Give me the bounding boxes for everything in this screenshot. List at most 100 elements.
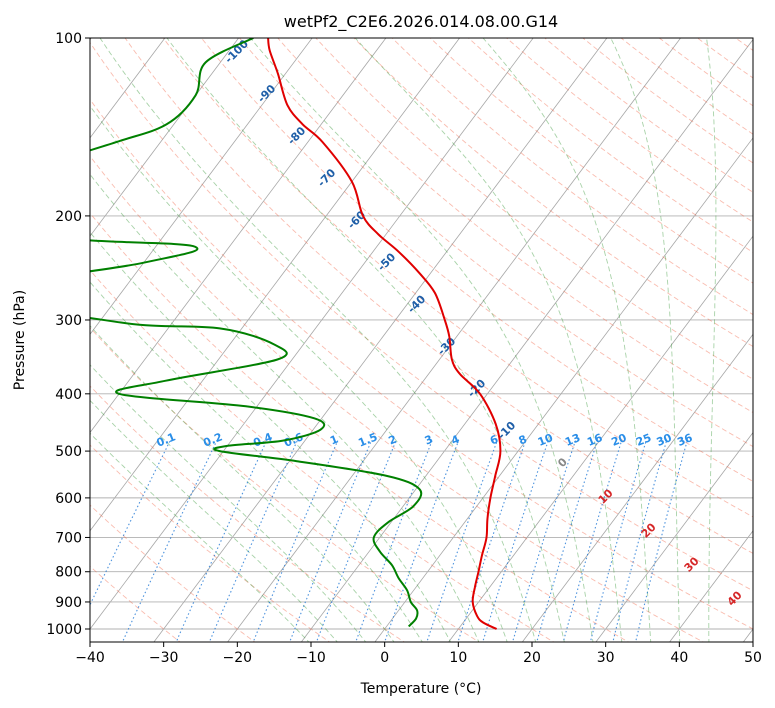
dry-adiabat — [734, 38, 753, 51]
dry-adiabat — [90, 385, 406, 642]
dry-adiabat — [90, 41, 753, 592]
isotherm-line — [448, 235, 753, 642]
moist-adiabat — [90, 281, 423, 642]
dry-adiabat — [658, 38, 753, 107]
isotherm-line — [153, 38, 608, 642]
mixing-ratio-label: 20 — [609, 431, 628, 449]
isotherm-line — [90, 38, 387, 434]
pressure-grid — [90, 38, 753, 630]
moist-adiabat-label: -40 — [405, 292, 428, 315]
dry-adiabat — [755, 25, 775, 644]
moist-adiabat-label: -50 — [375, 250, 398, 273]
isotherm-line — [742, 628, 753, 642]
mixing-ratio-label: 10 — [536, 431, 555, 449]
dewpoint-line — [90, 38, 423, 628]
moist-adiabat-label: -30 — [435, 334, 458, 357]
y-tick-label: 800 — [55, 565, 82, 581]
mixing-ratio-label: 16 — [585, 431, 604, 449]
mixing-ratio-label: 3 — [423, 433, 435, 448]
x-tick-label: 30 — [597, 650, 615, 666]
mixing-ratio-line — [121, 440, 218, 642]
plot-area: -100-90-80-70-60-50-40-30-20-10010203040… — [90, 25, 775, 644]
moist-adiabat-label: -90 — [255, 82, 278, 105]
isotherm-line — [227, 38, 682, 642]
mixing-ratio-label: 1.5 — [356, 430, 379, 449]
isotherm-line — [90, 38, 166, 139]
x-tick-label: 10 — [449, 650, 467, 666]
dry-adiabat — [90, 565, 181, 642]
chart-title: wetPf2_C2E6.2026.014.08.00.G14 — [284, 12, 558, 32]
moist-adiabat-label: 40 — [725, 588, 745, 608]
dry-adiabat — [124, 38, 753, 554]
dry-adiabat — [162, 38, 753, 518]
mixing-ratio-line — [536, 440, 599, 642]
moist-adiabat — [90, 105, 508, 642]
dry-adiabat — [90, 212, 630, 642]
dry-adiabat — [391, 38, 753, 316]
mixing-ratio-line — [612, 440, 668, 642]
isotherm-line — [90, 38, 534, 630]
mixing-ratio-label: 36 — [675, 431, 694, 449]
mixing-ratio-line — [482, 440, 549, 642]
mixing-ratio-line — [457, 440, 527, 642]
x-axis-label: Temperature (°C) — [360, 681, 482, 697]
x-tick-label: −10 — [296, 650, 326, 666]
moist-adiabat — [610, 38, 681, 642]
x-tick-label: −20 — [223, 650, 253, 666]
y-tick-label: 200 — [55, 209, 82, 225]
dry-adiabat — [90, 98, 753, 630]
y-tick-label: 900 — [55, 595, 82, 611]
mixing-ratio-line — [426, 440, 498, 642]
moist-adiabat — [90, 173, 480, 642]
x-tick-label: −40 — [75, 650, 105, 666]
moist-adiabat — [90, 325, 395, 642]
mixing-ratio-label: 25 — [634, 431, 653, 449]
mixing-ratio-label: 0.4 — [251, 430, 274, 449]
dry-adiabat — [582, 38, 753, 164]
x-tick-label: 20 — [523, 650, 541, 666]
isotherm-line — [374, 137, 753, 642]
mixing-ratio-line — [252, 440, 339, 642]
moist-adiabat — [482, 38, 652, 642]
mixing-ratio-label: 30 — [655, 431, 674, 449]
y-axis-label: Pressure (hPa) — [12, 290, 28, 390]
y-tick-label: 1000 — [46, 622, 82, 638]
y-tick-label: 400 — [55, 387, 82, 403]
isotherm-line — [90, 38, 240, 237]
dry-adiabat — [353, 38, 753, 348]
y-axis-ticks: 100 200 300 400 500 600 700 800 900 1000 — [46, 31, 90, 638]
moist-adiabat — [90, 364, 367, 642]
y-tick-label: 100 — [55, 31, 82, 47]
dry-adiabat — [238, 38, 753, 448]
moist-adiabat-label: -70 — [315, 166, 338, 189]
moist-adiabat — [90, 231, 452, 642]
moist-adiabat — [90, 399, 338, 642]
x-tick-label: 0 — [380, 650, 389, 666]
isotherm-line — [669, 530, 753, 642]
isotherm-line — [521, 333, 753, 642]
dry-adiabat — [505, 38, 753, 223]
dry-adiabat — [90, 504, 256, 642]
mixing-ratio-label: 8 — [517, 433, 529, 448]
mixing-ratio-label: 2 — [387, 433, 399, 448]
mixing-ratio-line — [635, 440, 688, 642]
isotherm-line — [90, 38, 461, 532]
dry-adiabat — [90, 327, 480, 642]
mixing-ratio-line — [208, 440, 298, 642]
mixing-ratio-line — [384, 440, 460, 642]
moist-adiabat — [706, 38, 717, 642]
dry-adiabat — [277, 38, 753, 414]
isotherm-line — [90, 38, 313, 336]
isotherm-line — [595, 431, 753, 642]
mixing-ratio-label: 13 — [563, 431, 582, 449]
moist-adiabat-label: 10 — [596, 486, 616, 506]
moist-adiabat — [249, 38, 594, 642]
dry-adiabat — [90, 269, 555, 642]
x-axis-ticks: −40 −30 −20 −10 0 10 20 30 40 50 — [75, 642, 762, 666]
plot-frame — [89, 37, 754, 643]
mixing-ratio-line — [589, 440, 647, 642]
dry-adiabat — [90, 444, 331, 642]
mixing-ratio-lines — [90, 440, 688, 642]
x-tick-label: 40 — [670, 650, 688, 666]
